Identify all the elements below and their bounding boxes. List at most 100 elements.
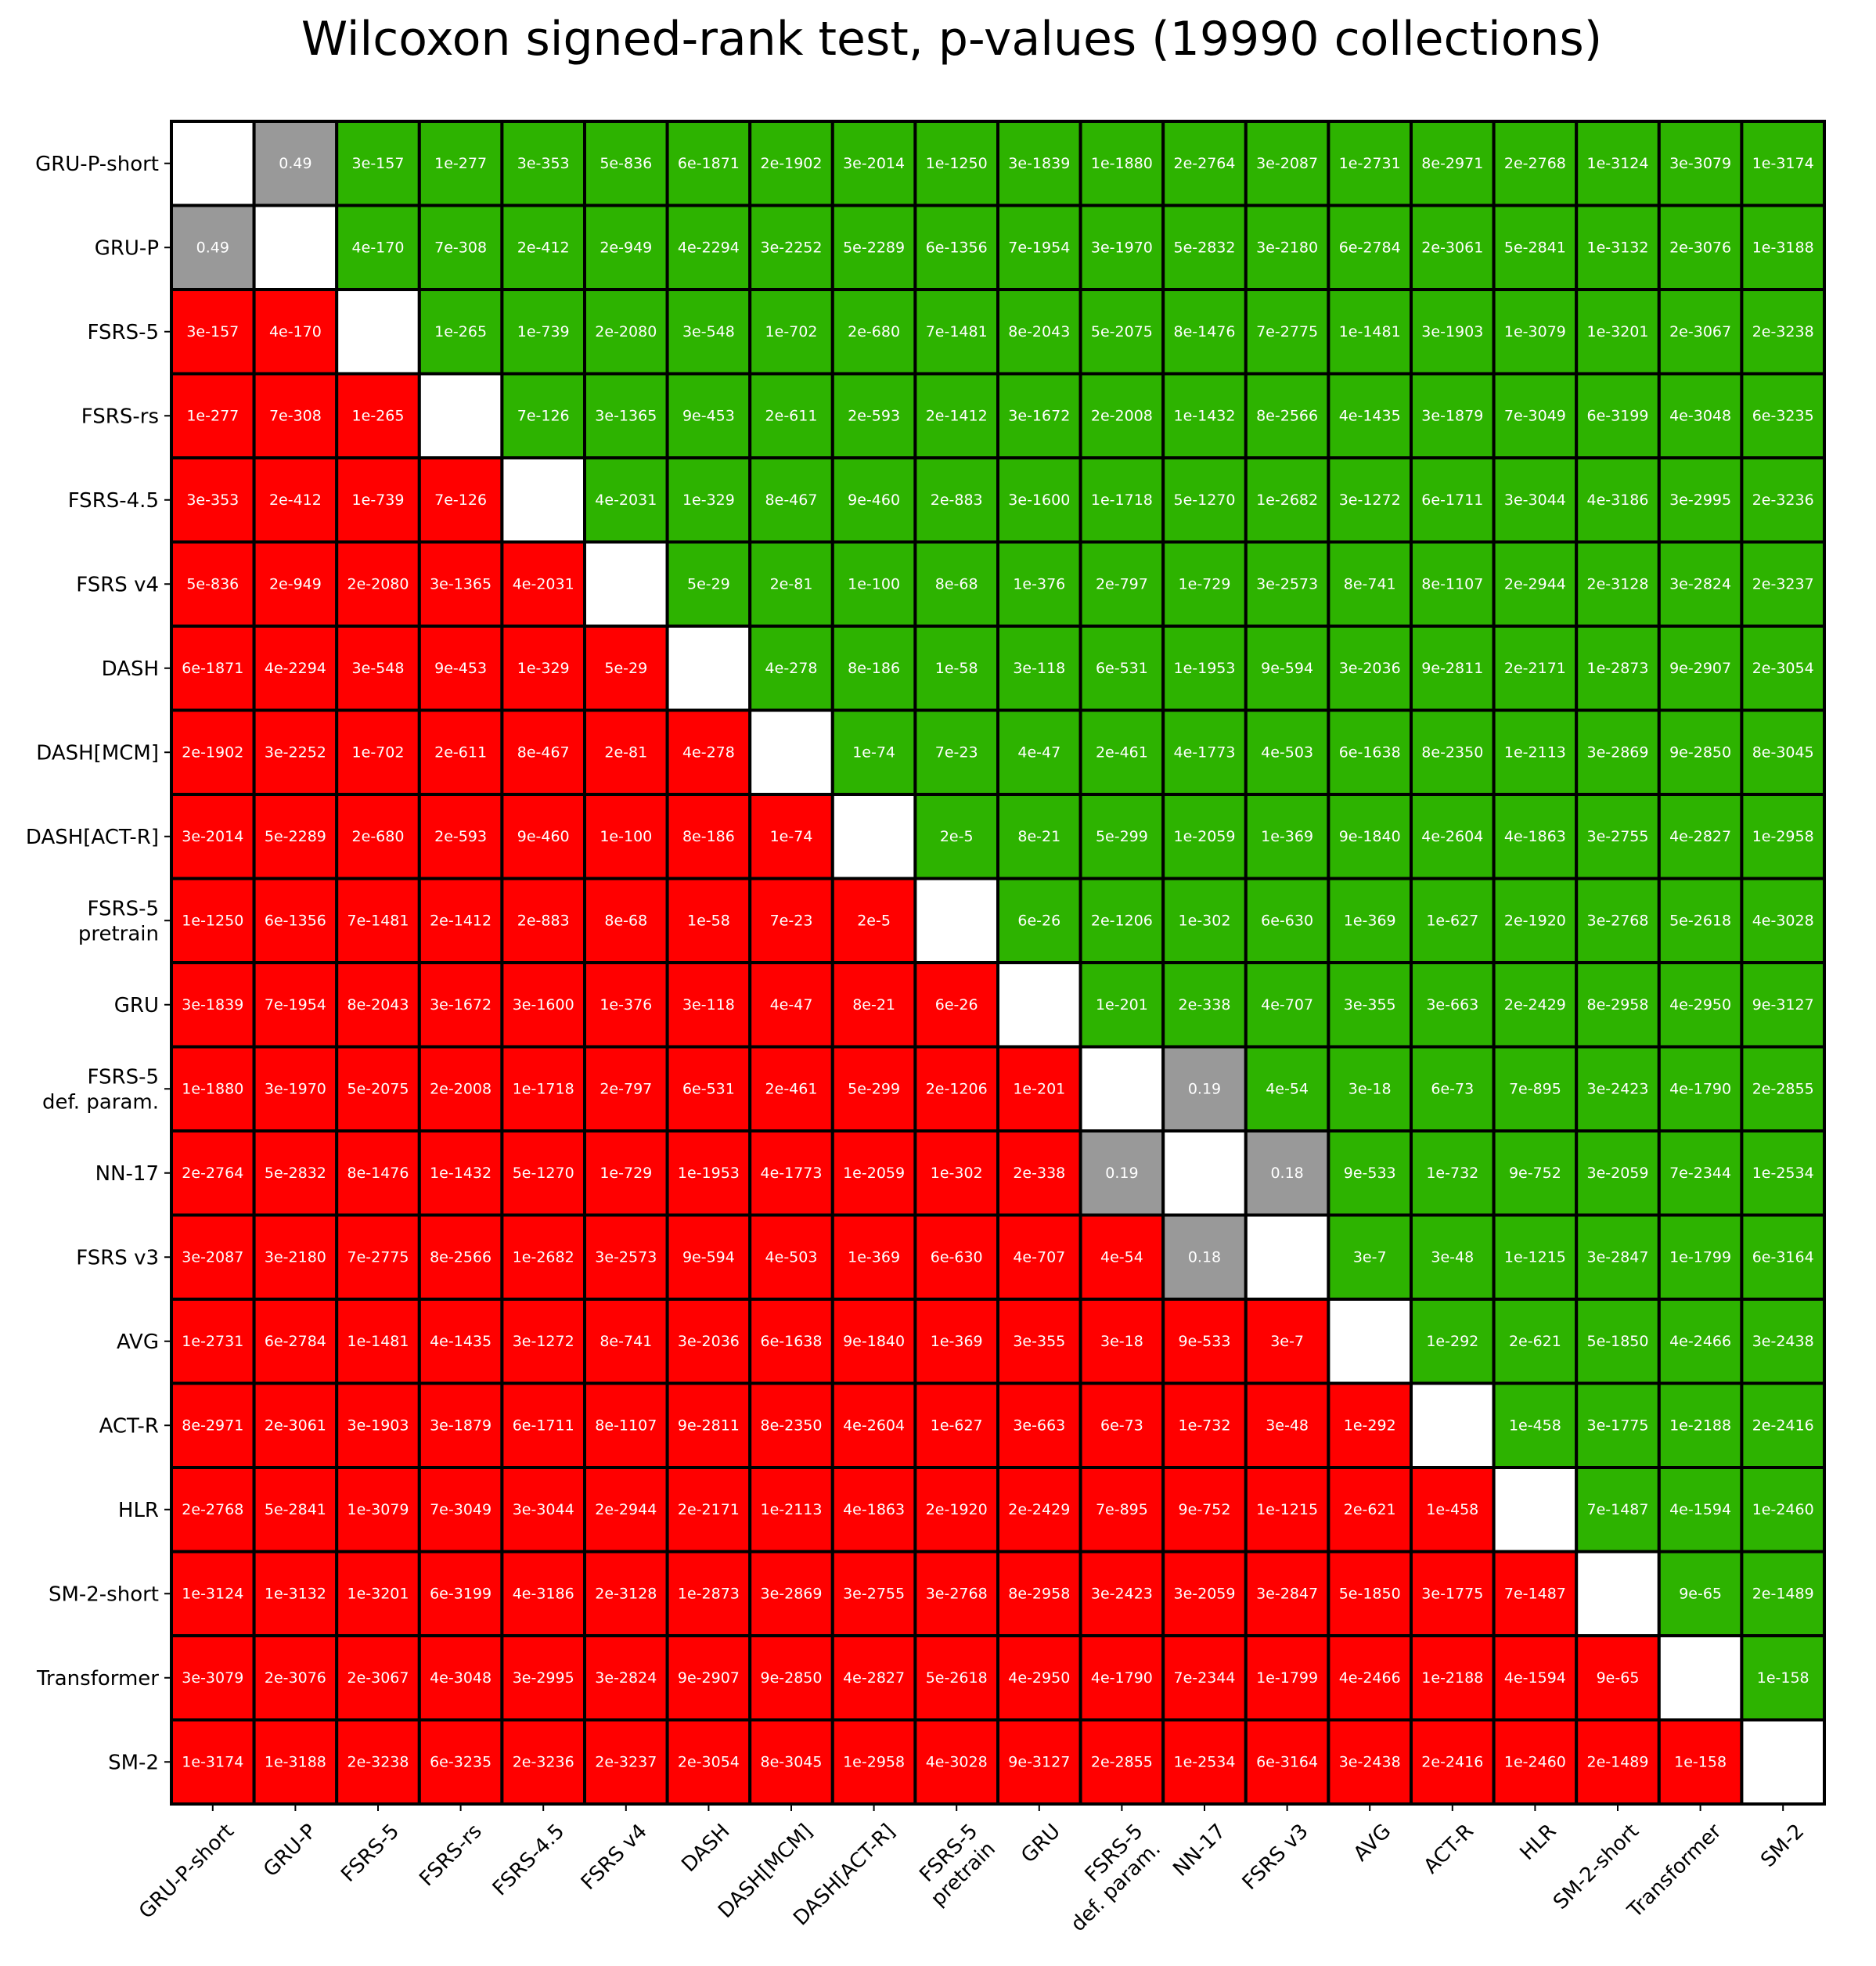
heatmap-cell [500,288,587,376]
heatmap-cell [1161,372,1248,459]
heatmap-cell [830,1129,917,1217]
heatmap-cell [583,961,669,1049]
cell-value-label: 3e-157 [352,155,405,172]
cell-value-label: 1e-2188 [1669,1417,1731,1434]
cell-value-label: 1e-2460 [1504,1753,1566,1770]
cell-value-label: 3e-2180 [1256,239,1318,256]
heatmap-cell-labels: 0.49 3e-157 1e-277 3e-353 5e-836 6e-1871 2e-19… [182,155,1813,1771]
heatmap-cell [1161,1129,1248,1217]
heatmap-cell [1492,1213,1579,1301]
heatmap-cell [1078,1045,1165,1132]
heatmap-cell [1410,708,1496,796]
cell-value-label: 3e-2573 [595,1248,657,1266]
cell-value-label: 4e-3028 [926,1753,988,1770]
cell-value-label: 4e-47 [770,996,813,1014]
cell-value-label: 3e-2087 [1256,155,1318,172]
cell-value-label: 6e-2784 [1339,239,1401,256]
heatmap-cell [1161,288,1248,376]
cell-value-label: 3e-353 [517,155,570,172]
cell-value-label: 4e-1863 [843,1501,905,1518]
heatmap-cell [1657,1045,1744,1132]
cell-value-label: 9e-2907 [1669,660,1731,677]
cell-value-label: 8e-2566 [430,1248,492,1266]
heatmap-cell [500,1213,587,1301]
cell-value-label: 4e-1594 [1669,1501,1731,1518]
heatmap-cell [1492,1045,1579,1132]
cell-value-label: 9e-453 [682,407,735,424]
heatmap-cell [252,625,339,712]
y-tick-label: FSRS-5 [88,321,160,344]
heatmap-cell [1410,540,1496,628]
cell-value-label: 1e-702 [765,323,818,340]
cell-value-label: 8e-1107 [1421,575,1483,592]
cell-value-label: 9e-752 [1509,1165,1561,1182]
cell-value-label: 4e-1594 [1504,1669,1566,1687]
cell-value-label: 8e-741 [600,1333,652,1350]
heatmap-cell [1161,1213,1248,1301]
cell-value-label: 1e-2113 [1504,744,1566,761]
cell-value-label: 1e-2873 [1587,660,1649,677]
cell-value-label: 2e-680 [848,323,900,340]
cell-value-label: 1e-458 [1509,1417,1561,1434]
cell-value-label: 3e-2824 [1669,575,1731,592]
cell-value-label: 4e-2466 [1669,1333,1731,1350]
cell-value-label: 3e-2252 [761,239,823,256]
cell-value-label: 6e-531 [1096,660,1148,677]
cell-value-label: 7e-1487 [1587,1501,1649,1518]
cell-value-label: 3e-2438 [1339,1753,1401,1770]
heatmap-cell [830,1213,917,1301]
cell-value-label: 5e-299 [1096,828,1148,845]
heatmap-cell [252,540,339,628]
cell-value-label: 7e-1481 [926,323,988,340]
cell-value-label: 3e-2014 [182,828,243,845]
cell-value-label: 3e-1272 [1339,492,1401,509]
heatmap-cell [500,877,587,964]
cell-value-label: 9e-2811 [678,1417,740,1434]
x-tick-label: FSRS-5 [337,1820,404,1887]
cell-value-label: 1e-1432 [430,1165,492,1182]
cell-value-label: 1e-732 [1179,1417,1231,1434]
cell-value-label: 3e-663 [1013,1417,1065,1434]
heatmap-cell [583,1466,669,1554]
cell-value-label: 8e-741 [1344,575,1396,592]
heatmap-cell [996,1381,1082,1469]
cell-value-label: 3e-2087 [182,1248,243,1266]
heatmap-cell [583,708,669,796]
cell-value-label: 6e-3164 [1256,1753,1318,1770]
y-tick-label: FSRS-5 def. param. [42,1065,159,1114]
cell-value-label: 6e-1711 [1421,492,1483,509]
heatmap-cell [1410,1381,1496,1469]
cell-value-label: 3e-2180 [265,1248,326,1266]
cell-value-label: 3e-353 [186,492,239,509]
cell-value-label: 7e-2775 [1256,323,1318,340]
cell-value-label: 2e-593 [848,407,900,424]
cell-value-label: 8e-186 [848,660,900,677]
cell-value-label: 2e-2768 [182,1501,243,1518]
cell-value-label: 4e-1773 [1174,744,1236,761]
cell-value-label: 1e-702 [352,744,405,761]
heatmap-cell [1657,372,1744,459]
cell-value-label: 5e-29 [687,575,730,592]
cell-value-label: 4e-2031 [595,492,657,509]
heatmap-cell [1244,1718,1330,1806]
cell-value-label: 3e-18 [1348,1080,1392,1097]
cell-value-label: 1e-201 [1096,996,1148,1014]
cell-value-label: 2e-3128 [595,1585,657,1602]
heatmap-cell [252,1213,339,1301]
heatmap-cell [252,120,339,207]
heatmap-cell [170,203,256,291]
cell-value-label: 5e-2618 [1669,912,1731,929]
heatmap-cell [830,288,917,376]
cell-value-label: 3e-48 [1431,1248,1474,1266]
heatmap-cell [1244,456,1330,544]
heatmap-cell [417,1466,504,1554]
cell-value-label: 8e-68 [935,575,978,592]
cell-value-label: 1e-627 [1426,912,1478,929]
heatmap-cell [500,456,587,544]
cell-value-label: 4e-170 [352,239,405,256]
cell-value-label: 8e-467 [765,492,818,509]
heatmap-cell [1575,1634,1661,1722]
cell-value-label: 2e-1206 [1091,912,1153,929]
cell-value-label: 2e-2855 [1752,1080,1814,1097]
cell-value-label: 3e-2423 [1091,1585,1153,1602]
